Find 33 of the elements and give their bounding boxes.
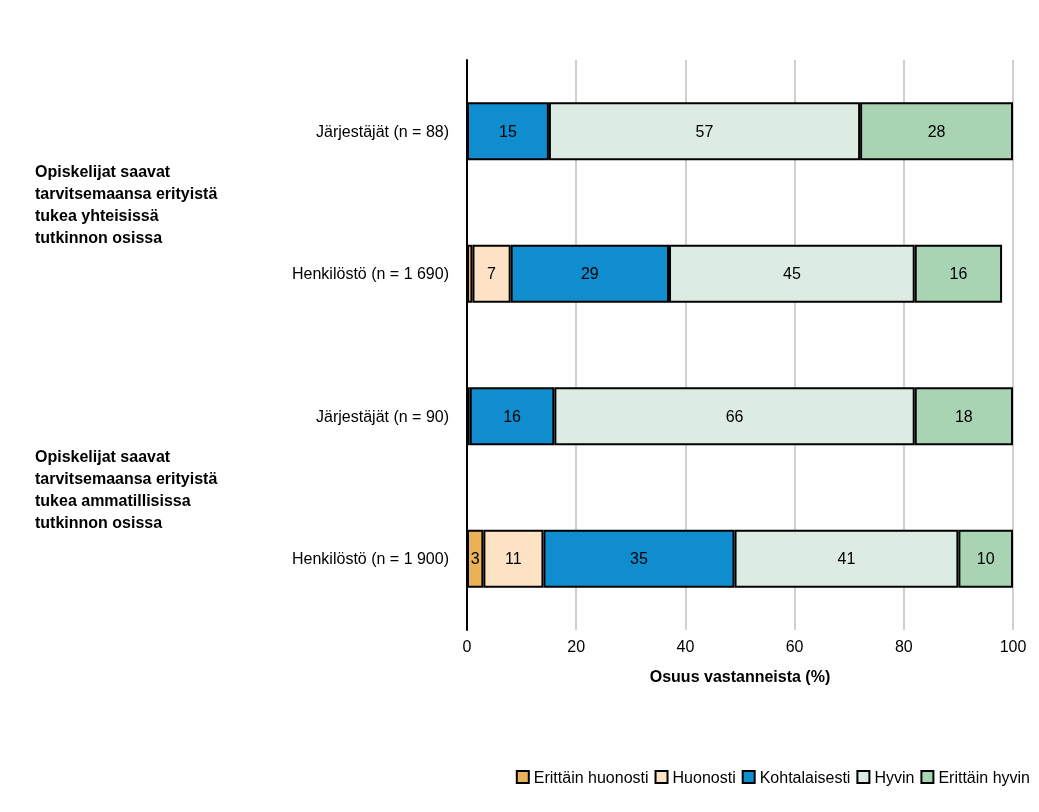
legend-label: Kohtalaisesti: [759, 768, 851, 786]
data-label: 66: [725, 407, 744, 425]
data-label: 57: [695, 122, 714, 140]
text: Opiskelijat saavat tarvitsemaansa erityistä tukea ammatillisissa tutkinnon osissa: [35, 448, 222, 531]
data-label: 45: [782, 265, 801, 283]
data-label: 16: [503, 407, 522, 425]
data-label: 41: [837, 550, 856, 568]
data-label: 18: [954, 407, 973, 425]
data-label: 28: [927, 122, 946, 140]
data-label: 11: [505, 550, 522, 568]
x-tick-label: 20: [567, 637, 586, 655]
data-label: 7: [487, 265, 497, 283]
data-label: 10: [976, 550, 995, 568]
x-tick-label: 0: [462, 637, 472, 655]
x-axis-title: Osuus vastanneista (%): [649, 667, 831, 685]
legend-label: Erittäin huonosti: [533, 768, 649, 786]
text: Opiskelijat saavat tarvitsemaansa erityistä tukea yhteisissä tutkinnon osissa: [35, 163, 222, 246]
data-label: 15: [499, 122, 517, 140]
x-tick-label: 100: [999, 637, 1027, 655]
y-tick-label: Järjestäjät (n = 90): [316, 407, 449, 425]
legend-label: Erittäin hyvin: [938, 768, 1030, 786]
x-tick-label: 40: [676, 637, 695, 655]
data-label: 3: [470, 550, 480, 568]
y-tick-label: Järjestäjät (n = 88): [316, 122, 449, 140]
data-label: 29: [580, 265, 599, 283]
y-tick-label: Henkilöstö (n = 1 690): [292, 265, 449, 283]
data-label: 35: [630, 550, 648, 568]
x-tick-label: 80: [894, 637, 913, 655]
y-tick-label: Henkilöstö (n = 1 900): [292, 550, 449, 568]
legend-label: Hyvin: [874, 768, 915, 786]
data-label: 16: [949, 265, 968, 283]
legend-label: Huonosti: [672, 768, 736, 786]
x-tick-label: 60: [785, 637, 804, 655]
